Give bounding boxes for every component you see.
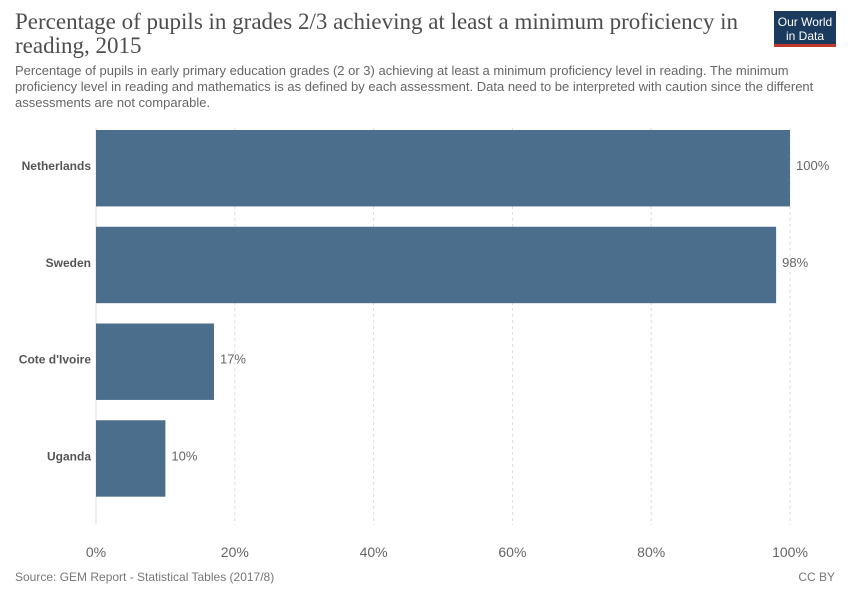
x-tick-label: 60% (498, 544, 526, 560)
license-link[interactable]: CC BY (798, 570, 835, 584)
source-note[interactable]: Source: GEM Report - Statistical Tables … (15, 570, 275, 584)
chart-title: Percentage of pupils in grades 2/3 achie… (15, 9, 739, 58)
logo-line-2: in Data (785, 29, 825, 43)
bar (96, 323, 214, 400)
x-tick-label: 20% (221, 544, 249, 560)
value-label: 10% (171, 448, 197, 463)
bar (96, 226, 777, 304)
value-label: 17% (220, 352, 246, 367)
category-label: Sweden (46, 256, 91, 270)
bar (96, 130, 790, 207)
value-label: 100% (796, 158, 830, 173)
category-label: Cote d'Ivoire (19, 353, 92, 367)
bar (96, 420, 166, 497)
category-label: Netherlands (22, 159, 92, 173)
category-label: Uganda (47, 449, 91, 463)
x-tick-label: 0% (86, 544, 106, 560)
value-label: 98% (782, 255, 808, 270)
chart-subtitle: Percentage of pupils in early primary ed… (15, 63, 814, 110)
x-tick-label: 80% (637, 544, 665, 560)
x-tick-label: 40% (360, 544, 388, 560)
owid-logo[interactable]: Our World in Data (774, 11, 836, 47)
x-tick-label: 100% (772, 544, 808, 560)
logo-line-1: Our World (777, 15, 833, 29)
